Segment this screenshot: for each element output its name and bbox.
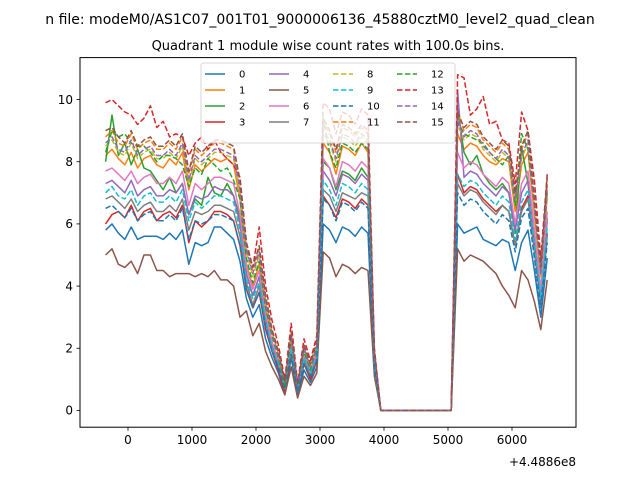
x-tick-label: 0 [124, 433, 132, 447]
y-tick-label: 0 [65, 404, 73, 418]
legend-label-3: 3 [239, 118, 245, 129]
chart-title: Quadrant 1 module wise count rates with … [152, 39, 505, 54]
legend-label-1: 1 [239, 86, 245, 97]
series-line-3 [104, 173, 548, 412]
series-line-4 [105, 89, 548, 412]
x-axis: 0 1000 2000 3000 4000 5000 6000 [124, 427, 527, 447]
x-tick-label: 1000 [177, 433, 208, 447]
x-tick-label: 6000 [497, 433, 528, 447]
y-tick-label: 8 [65, 155, 73, 169]
legend-label-10: 10 [367, 102, 380, 113]
series-line-10 [105, 192, 548, 412]
series-line-1 [105, 133, 548, 412]
y-axis: 0 2 4 6 8 10 [58, 93, 80, 418]
y-tick-label: 4 [65, 279, 73, 293]
legend-label-2: 2 [239, 102, 245, 113]
x-tick-label: 4000 [369, 433, 400, 447]
legend-label-0: 0 [239, 70, 245, 81]
legend-label-9: 9 [367, 86, 373, 97]
y-tick-label: 10 [58, 93, 73, 107]
legend-label-14: 14 [431, 102, 444, 113]
x-offset-label: +4.4886e8 [509, 455, 576, 469]
axes-frame [79, 57, 577, 428]
series-line-6 [105, 151, 548, 412]
legend-box [200, 62, 456, 144]
series-line-5 [105, 248, 548, 412]
y-tick-label: 2 [65, 342, 73, 356]
legend-label-11: 11 [367, 118, 380, 129]
legend-label-4: 4 [303, 70, 309, 81]
legend-label-8: 8 [367, 70, 373, 81]
series-line-9 [105, 173, 548, 412]
x-tick-label: 5000 [433, 433, 464, 447]
y-tick-label: 6 [65, 217, 73, 231]
legend-label-7: 7 [303, 118, 309, 129]
series-line-0 [105, 223, 548, 412]
legend-label-5: 5 [303, 86, 309, 97]
legend-label-15: 15 [431, 118, 444, 129]
legend-label-13: 13 [431, 86, 444, 97]
legend-label-12: 12 [431, 70, 444, 81]
figure-suptitle: n file: modeM0/AS1C07_001T01_9000006136_… [45, 12, 594, 28]
x-tick-label: 2000 [241, 433, 272, 447]
series-line-7 [105, 182, 548, 412]
legend-label-6: 6 [303, 102, 309, 113]
x-tick-label: 3000 [305, 433, 336, 447]
